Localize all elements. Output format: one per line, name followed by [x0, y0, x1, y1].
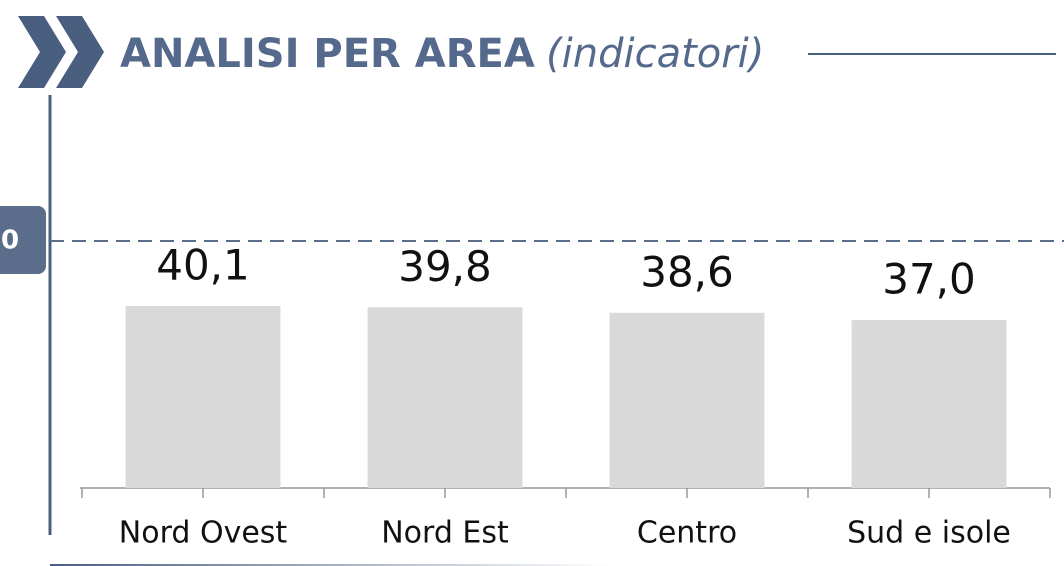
reference-label: 0 [1, 226, 19, 256]
value-label: 37,0 [882, 255, 976, 304]
value-label: 38,6 [640, 247, 734, 296]
bar [851, 320, 1007, 488]
bar [125, 305, 281, 488]
value-label: 40,1 [156, 240, 250, 289]
bar [609, 312, 765, 488]
x-tick-label: Nord Est [381, 516, 509, 551]
x-tick-label: Centro [637, 516, 737, 551]
chart-subtitle: (indicatori) [546, 31, 764, 77]
x-tick-label: Sud e isole [847, 516, 1011, 551]
chevron-icon [18, 16, 104, 88]
bottom-rule [50, 564, 610, 566]
bar [367, 307, 523, 488]
x-tick-label: Nord Ovest [119, 516, 288, 551]
value-label: 39,8 [398, 242, 492, 291]
chart-title: ANALISI PER AREA [120, 31, 535, 77]
reference-badge [0, 206, 46, 274]
